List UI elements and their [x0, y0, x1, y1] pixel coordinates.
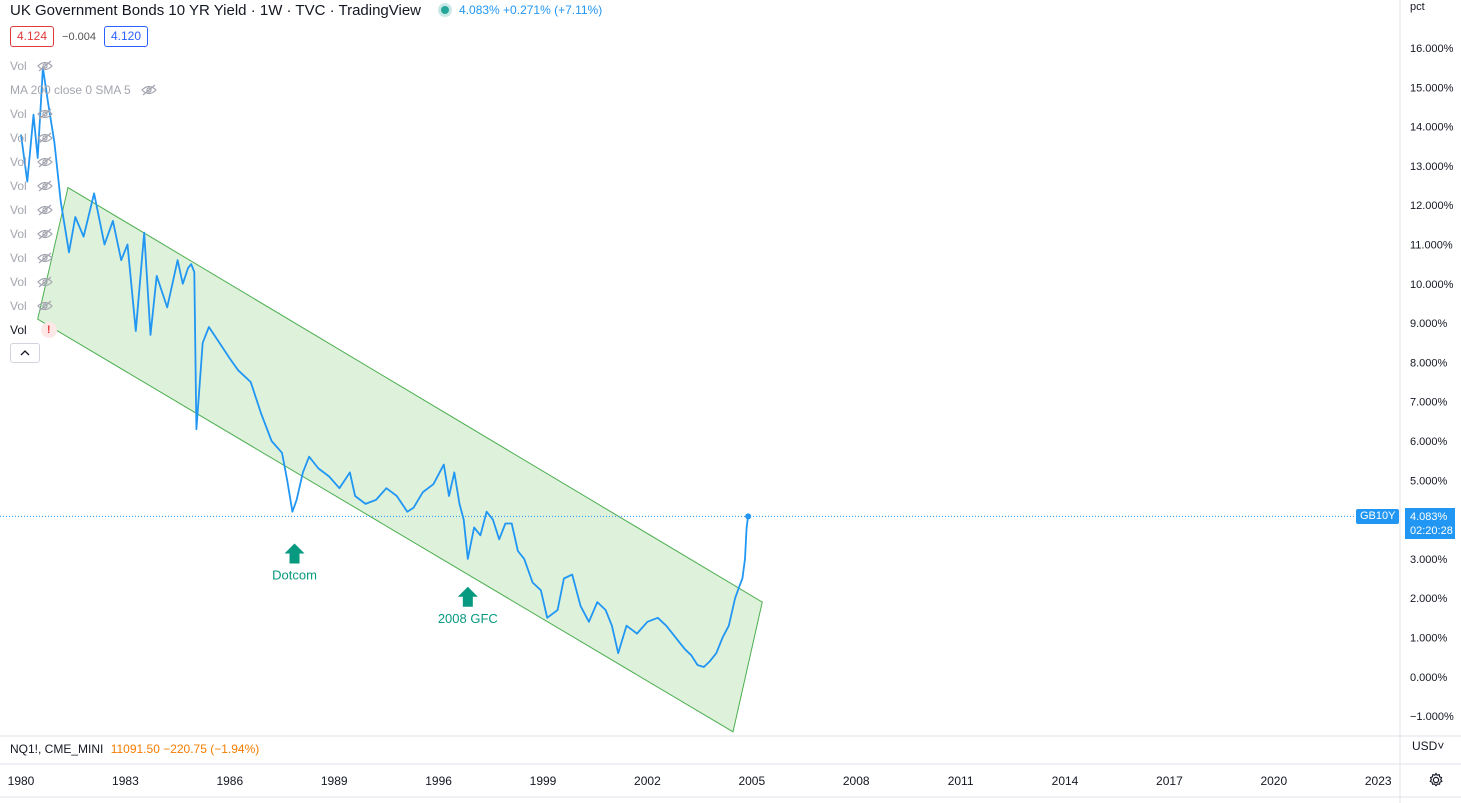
- quote-change: 4.083% +0.271% (+7.11%): [459, 3, 603, 17]
- y-tick-label: 12.000%: [1410, 200, 1454, 212]
- legend-label: Vol: [10, 131, 27, 145]
- legend-label: MA 200 close 0 SMA 5: [10, 83, 131, 97]
- arrow-up-icon[interactable]: [457, 586, 478, 607]
- legend-label: Vol: [10, 251, 27, 265]
- annotation-label: 2008 GFC: [438, 611, 498, 626]
- x-tick-label: 1980: [8, 774, 35, 788]
- symbol-badge: GB10Y: [1356, 509, 1400, 524]
- pane-value: 11091.50 −220.75 (−1.94%): [110, 742, 260, 756]
- eye-hidden-icon[interactable]: [36, 132, 53, 144]
- legend-label: Vol: [10, 323, 27, 337]
- legend-row[interactable]: Vol: [10, 246, 157, 270]
- pane-legend: NQ1!, CME_MINI 11091.50 −220.75 (−1.94%): [10, 742, 259, 756]
- y-tick-label: 3.000%: [1410, 554, 1448, 566]
- x-tick-label: 2017: [1156, 774, 1183, 788]
- x-tick-label: 2011: [948, 774, 974, 788]
- y-tick-label: 6.000%: [1410, 436, 1448, 448]
- eye-hidden-icon[interactable]: [36, 252, 53, 264]
- legend-row[interactable]: Vol: [10, 174, 157, 198]
- arrow-up-icon[interactable]: [284, 543, 305, 564]
- y-tick-label: 11.000%: [1410, 240, 1453, 252]
- y-tick-label: 5.000%: [1410, 475, 1448, 487]
- y-tick-label: 7.000%: [1410, 397, 1448, 409]
- yield-series-line[interactable]: [20, 66, 749, 668]
- x-tick-label: 2023: [1365, 774, 1392, 788]
- legend-row[interactable]: Vol: [10, 54, 157, 78]
- chart-title: UK Government Bonds 10 YR Yield · 1W · T…: [10, 1, 422, 19]
- spread-value: −0.004: [62, 30, 96, 43]
- y-tick-label: 1.000%: [1410, 633, 1448, 645]
- y-tick-label: 15.000%: [1410, 82, 1454, 94]
- price-buttons: 4.124 −0.004 4.120: [10, 26, 149, 47]
- x-tick-label: 1986: [216, 774, 243, 788]
- currency-selector[interactable]: USD˅: [1412, 739, 1444, 753]
- legend-label: Vol: [10, 275, 27, 289]
- legend-label: Vol: [10, 107, 27, 121]
- buy-price-button[interactable]: 4.120: [103, 26, 149, 47]
- sell-price-button[interactable]: 4.124: [10, 26, 55, 47]
- x-tick-label: 1996: [425, 774, 452, 788]
- x-tick-label: 2008: [843, 774, 870, 788]
- price-unit-label: pct: [1410, 1, 1425, 13]
- last-price-label: 4.083% 02:20:28: [1405, 508, 1455, 539]
- x-tick-label: 2005: [738, 774, 765, 788]
- y-tick-label: 14.000%: [1410, 122, 1454, 134]
- y-tick-label: 0.000%: [1410, 672, 1448, 684]
- eye-hidden-icon[interactable]: [36, 300, 53, 312]
- y-tick-label: −1.000%: [1410, 711, 1454, 723]
- parallel-channel[interactable]: [37, 186, 763, 733]
- chevron-up-icon: [20, 350, 30, 356]
- gear-icon[interactable]: [1428, 772, 1444, 788]
- legend-row[interactable]: Vol: [10, 294, 157, 318]
- eye-hidden-icon[interactable]: [140, 84, 157, 96]
- legend-label: Vol: [10, 299, 27, 313]
- warning-icon[interactable]: !: [40, 322, 57, 338]
- y-tick-label: 10.000%: [1410, 279, 1454, 291]
- eye-hidden-icon[interactable]: [36, 276, 53, 288]
- market-status-icon[interactable]: [441, 6, 450, 14]
- y-tick-label: 16.000%: [1410, 43, 1454, 55]
- legend-row[interactable]: Vol: [10, 198, 157, 222]
- eye-hidden-icon[interactable]: [36, 108, 53, 120]
- collapse-legend-button[interactable]: [10, 343, 40, 363]
- x-tick-label: 2014: [1052, 774, 1079, 788]
- pane-symbol[interactable]: NQ1!, CME_MINI: [10, 742, 104, 756]
- eye-hidden-icon[interactable]: [36, 180, 53, 192]
- currency-label: USD: [1412, 739, 1438, 753]
- legend-label: Vol: [10, 179, 27, 193]
- legend-row[interactable]: MA 200 close 0 SMA 5: [10, 78, 157, 102]
- legend-row[interactable]: Vol: [10, 102, 157, 126]
- x-tick-label: 2020: [1260, 774, 1287, 788]
- chart-header: UK Government Bonds 10 YR Yield · 1W · T…: [10, 0, 602, 20]
- y-tick-label: 13.000%: [1410, 161, 1454, 173]
- x-tick-label: 2002: [634, 774, 661, 788]
- x-tick-label: 1983: [112, 774, 139, 788]
- x-tick-label: 1989: [321, 774, 348, 788]
- last-point-marker: [745, 513, 752, 520]
- legend-row[interactable]: Vol: [10, 222, 157, 246]
- eye-hidden-icon[interactable]: [36, 156, 53, 168]
- legend-row[interactable]: Vol: [10, 150, 157, 174]
- annotation-label: Dotcom: [272, 568, 317, 583]
- indicator-legend: Vol MA 200 close 0 SMA 5 Vol Vol Vol Vol…: [10, 54, 157, 342]
- eye-hidden-icon[interactable]: [36, 60, 53, 72]
- legend-row-active[interactable]: Vol!: [10, 318, 157, 342]
- bar-countdown: 02:20:28: [1410, 525, 1453, 537]
- y-tick-label: 8.000%: [1410, 357, 1448, 369]
- legend-row[interactable]: Vol: [10, 126, 157, 150]
- y-tick-label: 2.000%: [1410, 593, 1448, 605]
- chevron-down-icon: ˅: [1437, 739, 1445, 753]
- eye-hidden-icon[interactable]: [36, 228, 53, 240]
- y-tick-label: 9.000%: [1410, 318, 1448, 330]
- x-tick-label: 1999: [530, 774, 557, 788]
- legend-label: Vol: [10, 155, 27, 169]
- eye-hidden-icon[interactable]: [36, 204, 53, 216]
- legend-row[interactable]: Vol: [10, 270, 157, 294]
- legend-label: Vol: [10, 59, 27, 73]
- legend-label: Vol: [10, 203, 27, 217]
- legend-label: Vol: [10, 227, 27, 241]
- last-price-value: 4.083%: [1410, 511, 1448, 523]
